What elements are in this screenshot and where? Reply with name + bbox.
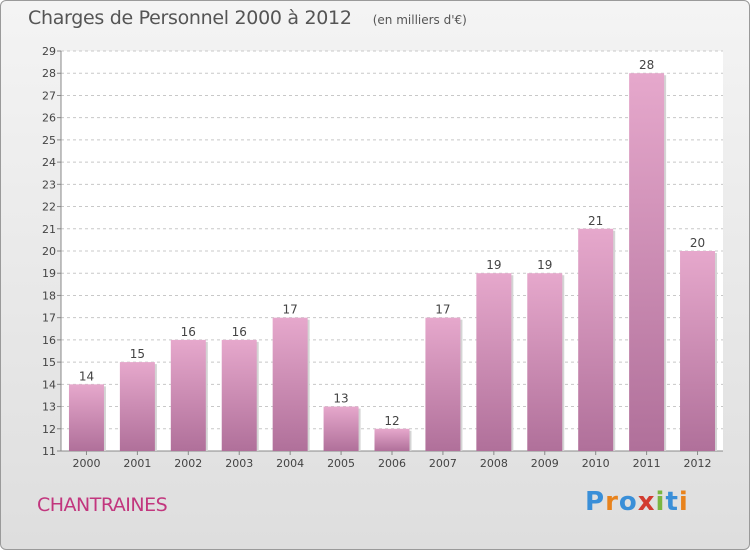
chart-subtitle: (en milliers d'€) [372, 13, 467, 27]
logo-letter: i [678, 487, 689, 517]
bar [425, 317, 461, 451]
bar-value-label: 15 [130, 347, 145, 361]
bar [476, 273, 512, 451]
logo-letter: P [585, 487, 606, 517]
x-tick-label: 2006 [378, 457, 406, 470]
y-tick-label: 18 [42, 289, 56, 302]
bar-value-label: 19 [486, 258, 501, 272]
x-tick-label: 2003 [225, 457, 253, 470]
commune-name: CHANTRAINES [37, 494, 168, 516]
y-tick-label: 13 [42, 401, 56, 414]
bar [272, 317, 308, 451]
y-tick-label: 16 [42, 334, 56, 347]
bar-value-label: 17 [435, 303, 450, 317]
bar [680, 251, 716, 451]
logo-letter: o [618, 487, 638, 517]
y-tick-label: 26 [42, 112, 56, 125]
bar-value-label: 13 [333, 392, 348, 406]
y-tick-label: 22 [42, 201, 56, 214]
x-tick-label: 2004 [276, 457, 304, 470]
title-row: Charges de Personnel 2000 à 2012 (en mil… [28, 7, 467, 29]
x-tick-label: 2008 [480, 457, 508, 470]
y-tick-label: 12 [42, 423, 56, 436]
y-tick-label: 27 [42, 89, 56, 102]
bar-value-label: 14 [79, 369, 94, 383]
logo-letter: r [605, 487, 619, 517]
bar [527, 273, 563, 451]
y-tick-label: 17 [42, 312, 56, 325]
bar [374, 428, 410, 451]
bar-value-label: 28 [639, 58, 654, 72]
bar [578, 228, 614, 451]
y-tick-label: 15 [42, 356, 56, 369]
bar-value-label: 21 [588, 214, 603, 228]
y-tick-label: 20 [42, 245, 56, 258]
y-tick-label: 25 [42, 134, 56, 147]
x-tick-label: 2007 [429, 457, 457, 470]
y-tick-label: 14 [42, 378, 56, 391]
bar [629, 73, 665, 451]
logo-letter: t [665, 487, 679, 517]
y-tick-label: 24 [42, 156, 56, 169]
y-tick-label: 11 [42, 445, 56, 458]
bar-value-label: 20 [690, 236, 705, 250]
bar [221, 339, 257, 451]
y-tick-label: 23 [42, 178, 56, 191]
proxiti-logo[interactable]: Proxiti [585, 487, 689, 517]
x-tick-label: 2000 [72, 457, 100, 470]
x-tick-label: 2012 [684, 457, 712, 470]
chart-title: Charges de Personnel 2000 à 2012 [28, 7, 352, 29]
bar [170, 339, 206, 451]
bar-value-label: 12 [384, 414, 399, 428]
x-tick-label: 2001 [123, 457, 151, 470]
bar-value-label: 17 [283, 303, 298, 317]
bar-value-label: 19 [537, 258, 552, 272]
bar [68, 384, 104, 451]
logo-letter: x [637, 487, 656, 517]
x-tick-label: 2005 [327, 457, 355, 470]
x-tick-label: 2011 [633, 457, 661, 470]
x-tick-label: 2010 [582, 457, 610, 470]
bar-value-label: 16 [232, 325, 247, 339]
y-tick-label: 28 [42, 67, 56, 80]
y-tick-label: 21 [42, 223, 56, 236]
bar [119, 362, 155, 451]
logo-letter: i [655, 487, 666, 517]
y-tick-label: 19 [42, 267, 56, 280]
bar-value-label: 16 [181, 325, 196, 339]
x-tick-label: 2009 [531, 457, 559, 470]
x-tick-label: 2002 [174, 457, 202, 470]
bar [323, 406, 359, 451]
y-tick-label: 29 [42, 45, 56, 58]
